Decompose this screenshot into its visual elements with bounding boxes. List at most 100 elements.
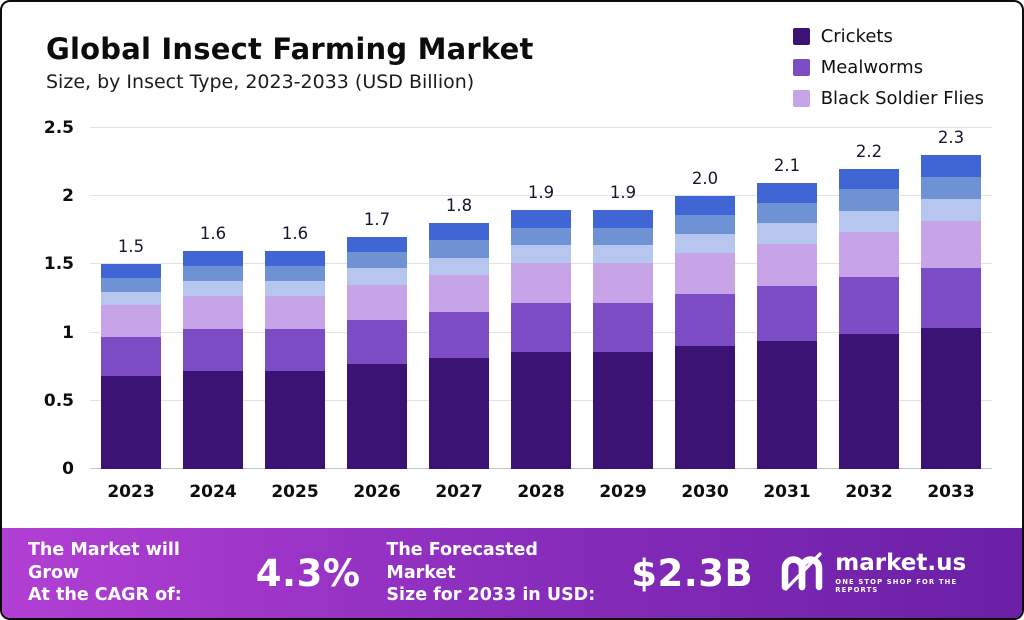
bar-value-label: 1.6	[281, 223, 309, 243]
bar-segment-unlabeled-segment-4	[921, 198, 981, 221]
bars-container: 1.5 1.6 1.6 1.7 1.8 1.9 1.9 2.0 2.1 2.2 2.3	[90, 128, 992, 469]
legend-label: Crickets	[820, 26, 893, 47]
bar-group: 2.3	[910, 128, 992, 469]
x-axis-label: 2032	[845, 482, 893, 502]
y-axis-tick-label: 1	[62, 322, 74, 343]
bar-segment-unlabeled-segment-4	[183, 280, 243, 296]
bar-segment-unlabeled-segment-4	[101, 291, 161, 306]
bar-segment-unlabeled-segment-6	[511, 209, 571, 228]
bar-segment-black-soldier-flies	[265, 295, 325, 329]
bar-value-label: 1.9	[609, 182, 637, 202]
bar-segment-unlabeled-segment-5	[101, 278, 161, 292]
bar-segment-crickets	[839, 333, 899, 469]
bar-segment-black-soldier-flies	[183, 295, 243, 329]
x-axis-label: 2023	[107, 482, 155, 502]
bar-group: 2.2	[828, 128, 910, 469]
bar-segment-crickets	[921, 328, 981, 469]
bar-segment-mealworms	[757, 286, 817, 341]
gridline	[90, 195, 992, 197]
chart-legend: Crickets Mealworms Black Soldier Flies	[792, 26, 984, 109]
bar-segment-black-soldier-flies	[429, 275, 489, 313]
bar-value-label: 1.5	[117, 237, 145, 257]
bar-segment-mealworms	[839, 276, 899, 334]
legend-swatch	[792, 90, 810, 107]
bar-segment-unlabeled-segment-6	[839, 168, 899, 190]
bar-segment-crickets	[593, 351, 653, 469]
bar-segment-unlabeled-segment-4	[511, 245, 571, 263]
bar-segment-unlabeled-segment-5	[839, 189, 899, 212]
bar-segment-black-soldier-flies	[511, 263, 571, 303]
bar-segment-unlabeled-segment-6	[101, 264, 161, 279]
bar-segment-unlabeled-segment-4	[757, 223, 817, 244]
bar-segment-unlabeled-segment-6	[265, 250, 325, 266]
bar-segment-black-soldier-flies	[757, 243, 817, 287]
legend-item: Crickets	[792, 26, 984, 47]
bar-segment-crickets	[265, 370, 325, 469]
bar-segment-unlabeled-segment-6	[757, 182, 817, 204]
bar-segment-unlabeled-segment-5	[675, 215, 735, 235]
bar-segment-crickets	[101, 376, 161, 469]
bar-group: 2.0	[664, 128, 746, 469]
stacked-bar	[511, 209, 571, 469]
legend-label: Mealworms	[820, 57, 924, 78]
bar-segment-black-soldier-flies	[101, 305, 161, 337]
market-us-logo: market.us ONE STOP SHOP FOR THE REPORTS	[779, 551, 996, 595]
bar-group: 1.9	[582, 128, 664, 469]
legend-label: Black Soldier Flies	[820, 88, 984, 109]
bar-segment-mealworms	[265, 328, 325, 371]
stacked-bar	[675, 196, 735, 469]
x-axis-labels: 2023 2024 2025 2026 2027 2028 2029 2030 2031 2032…	[90, 482, 992, 502]
y-axis-tick-label: 0.5	[43, 390, 74, 411]
bar-segment-crickets	[347, 363, 407, 469]
y-axis-tick-label: 0	[62, 459, 74, 479]
bar-segment-mealworms	[183, 328, 243, 371]
stacked-bar	[757, 182, 817, 469]
stacked-bar	[101, 264, 161, 469]
x-axis-label: 2028	[517, 482, 565, 502]
bar-group: 1.5	[90, 128, 172, 469]
bar-value-label: 1.6	[199, 223, 227, 243]
forecast-label: The Forecasted Market Size for 2033 in U…	[386, 539, 596, 606]
bar-value-label: 2.1	[773, 155, 801, 175]
bar-segment-unlabeled-segment-5	[265, 265, 325, 281]
x-axis-label: 2027	[435, 482, 483, 502]
brand-name: market.us	[835, 550, 967, 576]
bar-segment-unlabeled-segment-5	[429, 239, 489, 258]
bar-segment-black-soldier-flies	[675, 253, 735, 295]
stacked-bar	[921, 155, 981, 469]
bar-value-label: 2.2	[855, 141, 883, 161]
bar-segment-black-soldier-flies	[921, 220, 981, 269]
stacked-bar	[347, 237, 407, 469]
bar-value-label: 2.0	[691, 169, 719, 189]
bar-group: 1.6	[254, 128, 336, 469]
bar-segment-unlabeled-segment-4	[347, 268, 407, 285]
bar-segment-unlabeled-segment-4	[839, 211, 899, 232]
title-block: Global Insect Farming Market Size, by In…	[46, 32, 534, 93]
bar-segment-crickets	[757, 340, 817, 469]
bar-segment-unlabeled-segment-5	[921, 177, 981, 199]
bar-segment-crickets	[183, 370, 243, 469]
bar-group: 1.9	[500, 128, 582, 469]
logo-text: market.us ONE STOP SHOP FOR THE REPORTS	[835, 550, 996, 595]
bar-segment-unlabeled-segment-5	[511, 227, 571, 246]
bar-segment-unlabeled-segment-5	[757, 203, 817, 224]
bar-segment-unlabeled-segment-6	[921, 155, 981, 178]
x-axis-label: 2033	[927, 482, 975, 502]
y-axis-tick-label: 2	[62, 186, 74, 207]
market-us-logo-icon	[779, 551, 825, 595]
bar-segment-mealworms	[593, 302, 653, 352]
brand-tagline: ONE STOP SHOP FOR THE REPORTS	[835, 578, 958, 594]
legend-swatch	[792, 28, 810, 45]
bar-value-label: 1.9	[527, 182, 555, 202]
bar-segment-mealworms	[921, 268, 981, 329]
stacked-bar	[839, 168, 899, 469]
bar-segment-unlabeled-segment-4	[593, 245, 653, 263]
x-axis-label: 2031	[763, 482, 811, 502]
bar-segment-unlabeled-segment-5	[347, 252, 407, 269]
cagr-label: The Market will Grow At the CAGR of:	[28, 539, 182, 606]
legend-item: Mealworms	[792, 57, 984, 78]
bar-segment-mealworms	[429, 312, 489, 359]
bar-segment-crickets	[511, 351, 571, 469]
bar-segment-unlabeled-segment-5	[593, 227, 653, 246]
